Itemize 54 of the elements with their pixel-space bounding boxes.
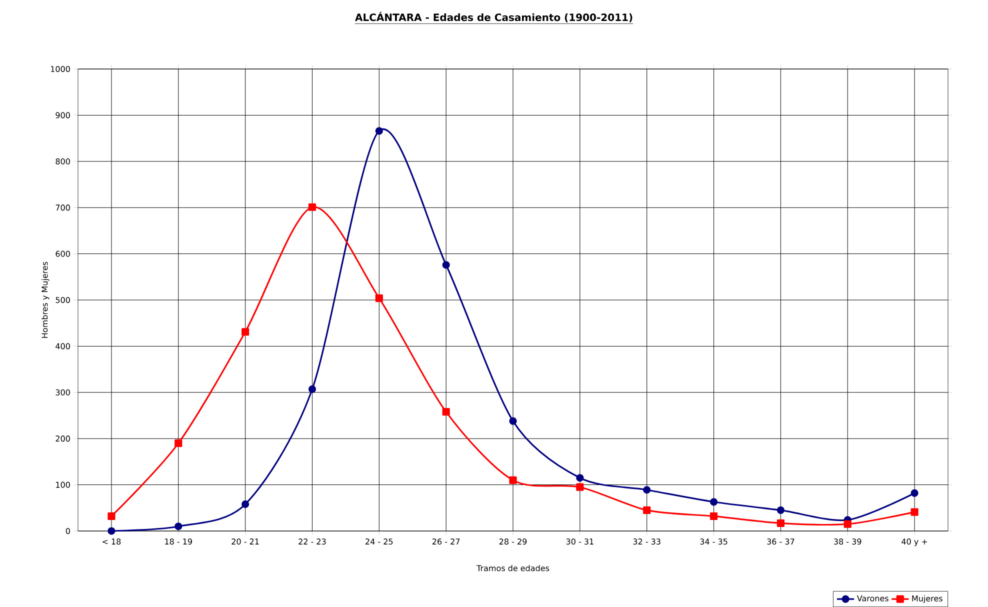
point (442, 261, 450, 269)
point (576, 474, 584, 482)
point (442, 408, 450, 416)
point (509, 417, 517, 425)
x-tick-label: 20 - 21 (232, 538, 259, 545)
x-tick-label: 24 - 25 (366, 538, 393, 545)
x-tick-label: 38 - 39 (834, 538, 862, 545)
y-tick-label: 500 (56, 296, 70, 303)
point (375, 127, 383, 135)
point (776, 519, 784, 527)
point (108, 512, 116, 520)
y-tick-label: 900 (56, 112, 70, 118)
x-tick-label: < 18 (102, 538, 121, 545)
point (375, 294, 383, 302)
point (776, 506, 784, 514)
point (308, 385, 316, 393)
y-tick-label: 0 (66, 528, 70, 534)
y-tick-label: 300 (56, 389, 70, 396)
point (643, 486, 651, 494)
y-tick-label: 700 (56, 204, 70, 211)
x-axis-title: Tramos de edades (476, 564, 550, 572)
x-tick-label: 28 - 29 (499, 538, 527, 545)
x-tick-label: 30 - 31 (566, 538, 594, 545)
y-tick-label: 400 (56, 343, 70, 350)
y-tick-label: 1000 (50, 66, 70, 72)
point (509, 476, 517, 484)
x-tick-label: 40 y + (902, 538, 928, 546)
legend-label: Varones (856, 595, 888, 602)
x-tick-label: 34 - 35 (700, 538, 728, 545)
y-tick-label: 800 (56, 158, 70, 164)
legend-label: Mujeres (912, 595, 942, 603)
x-tick-label: 36 - 37 (767, 538, 794, 545)
point (576, 483, 584, 491)
x-tick-label: 22 - 23 (298, 538, 326, 545)
point (710, 498, 718, 506)
point (910, 489, 918, 497)
point (910, 508, 918, 516)
point (710, 512, 718, 520)
y-tick-label: 200 (56, 436, 70, 442)
point (643, 506, 651, 514)
point (174, 439, 182, 447)
x-tick-label: 32 - 33 (633, 538, 660, 545)
point (108, 527, 116, 535)
chart-title: ALCÁNTARA - Edades de Casamiento (1900-2011) (355, 12, 632, 22)
point (242, 500, 250, 508)
y-axis-title: Hombres y Mujeres (42, 262, 50, 338)
y-tick-label: 100 (56, 482, 70, 488)
y-tick-label: 600 (56, 250, 70, 257)
x-tick-label: 26 - 27 (432, 538, 460, 545)
point (308, 203, 316, 211)
point (174, 522, 182, 530)
point (242, 328, 250, 336)
point (844, 520, 852, 528)
x-tick-label: 18 - 19 (165, 538, 192, 545)
